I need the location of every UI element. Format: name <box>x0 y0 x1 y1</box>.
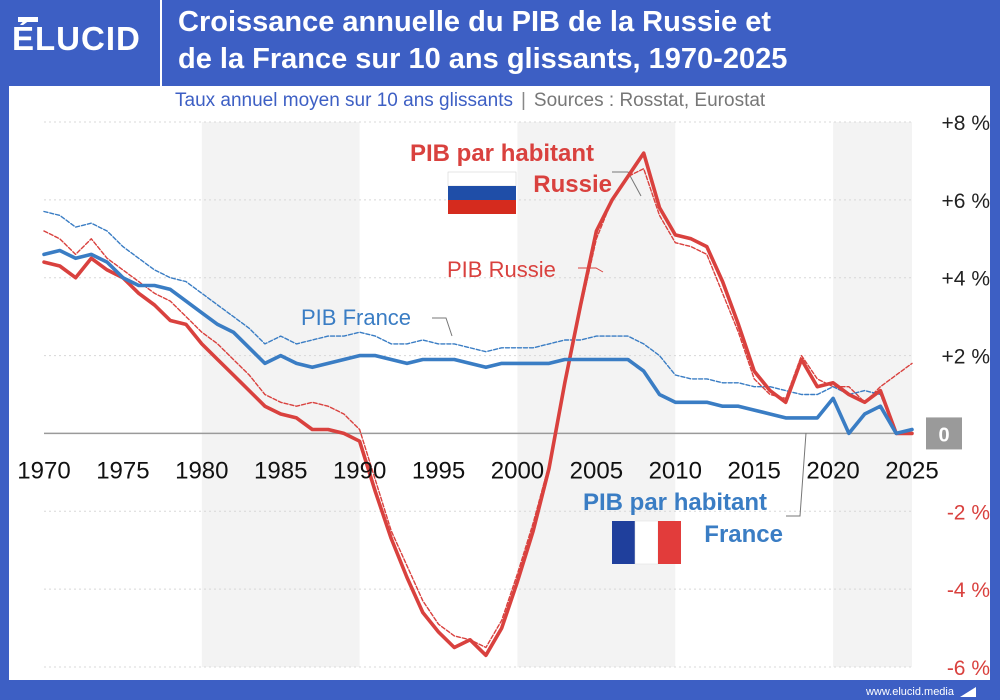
france-gdp-leader <box>432 317 453 337</box>
chart-subtitle: Taux annuel moyen sur 10 ans glissants <box>175 90 513 111</box>
x-tick-label: 2015 <box>727 457 780 484</box>
title-line-2: de la France sur 10 ans glissants, 1970-… <box>178 43 788 75</box>
subtitle-line: Taux annuel moyen sur 10 ans glissants | S… <box>175 90 765 112</box>
y-tick-label: +6 % <box>942 190 990 213</box>
russia-per-capita-leader <box>612 171 642 197</box>
x-tick-label: 2005 <box>570 457 623 484</box>
decade-band <box>201 122 360 667</box>
x-tick-label: 2000 <box>491 457 544 484</box>
russia-gdp-label: PIB Russie <box>447 257 556 282</box>
x-tick-label: 1970 <box>17 457 70 484</box>
brand-logo: ÉLUCID <box>12 20 141 57</box>
logo-accent <box>18 17 38 22</box>
y-tick-label: -2 % <box>947 501 990 524</box>
decade-band <box>517 122 676 667</box>
x-tick-label: 1980 <box>175 457 228 484</box>
x-tick-label: 1985 <box>254 457 307 484</box>
header-bar: ÉLUCID Croissance annuelle du PIB de la … <box>0 0 1000 86</box>
france-gdp-label: PIB France <box>301 305 411 330</box>
footer-url: www.elucid.media <box>865 686 954 698</box>
x-tick-label: 1975 <box>96 457 149 484</box>
series-line-pib-par-habitant-france <box>42 248 914 436</box>
subtitle-separator: | <box>520 90 526 111</box>
header-divider <box>160 0 162 86</box>
france-flag-icon <box>612 520 681 565</box>
russia-flag-icon <box>447 171 517 214</box>
y-tick-label: +2 % <box>942 346 990 369</box>
series-line-pib-par-habitant-russie <box>42 151 914 658</box>
france-per-capita-leader <box>786 432 807 517</box>
footer-logo-icon <box>960 687 976 697</box>
russia-per-capita-label-line2: Russie <box>533 171 612 198</box>
france-per-capita-label-line2: France <box>704 521 783 548</box>
france-per-capita-label-line1: PIB par habitant <box>583 489 767 516</box>
x-tick-label: 2010 <box>649 457 702 484</box>
russia-per-capita-label-line1: PIB par habitant <box>410 140 594 167</box>
y-tick-label: 0 <box>938 424 949 446</box>
russia-gdp-leader <box>578 267 604 273</box>
chart-title: Croissance annuelle du PIB de la Russie … <box>178 4 988 78</box>
x-tick-label: 2025 <box>885 457 938 484</box>
title-line-1: Croissance annuelle du PIB de la Russie … <box>178 6 772 38</box>
series-line-pib-russie <box>43 167 913 649</box>
x-tick-label: 1995 <box>412 457 465 484</box>
zero-badge <box>926 417 962 450</box>
y-tick-label: +8 % <box>942 112 990 135</box>
y-tick-label: +4 % <box>942 268 990 291</box>
sources-note: Sources : Rosstat, Eurostat <box>533 90 766 111</box>
x-tick-label: 1990 <box>333 457 386 484</box>
y-tick-label: -6 % <box>947 657 990 680</box>
y-tick-label: -4 % <box>947 579 990 602</box>
x-tick-label: 2020 <box>806 457 859 484</box>
